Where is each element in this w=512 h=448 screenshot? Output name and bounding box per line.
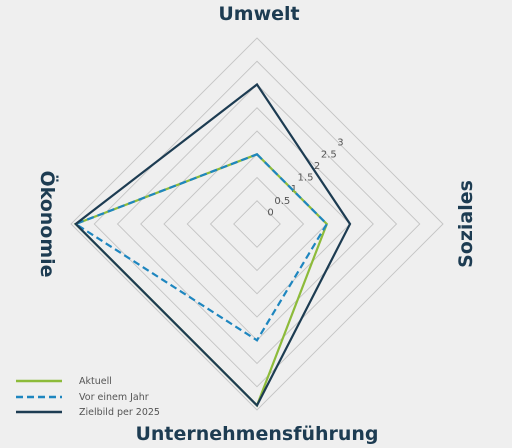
- legend: Aktuell Vor einem Jahr Zielbild per 2025: [16, 376, 160, 418]
- axis-title-unternehmensfuehrung: Unternehmensführung: [135, 423, 378, 445]
- legend-item-zielbild: Zielbild per 2025: [16, 407, 160, 418]
- radial-tick-label: 0.5: [274, 196, 290, 207]
- grid-ring: [209, 176, 305, 272]
- series-lines: [73, 82, 352, 408]
- legend-label-vor-einem-jahr: Vor einem Jahr: [79, 392, 149, 403]
- series-line-1: [73, 153, 329, 342]
- legend-label-aktuell: Aktuell: [79, 376, 112, 387]
- grid-ring: [233, 200, 281, 248]
- grid-ring: [163, 130, 351, 318]
- legend-label-zielbild: Zielbild per 2025: [79, 407, 160, 418]
- axis-title-soziales: Soziales: [455, 180, 477, 268]
- grid-ring: [93, 60, 421, 388]
- radial-tick-label: 2: [314, 161, 320, 172]
- radial-tick-label: 0: [267, 207, 273, 218]
- grid-ring: [70, 37, 444, 411]
- radar-grid: [70, 37, 444, 411]
- series-line-0: [73, 153, 329, 408]
- axis-title-oekonomie: Ökonomie: [36, 170, 60, 277]
- grid-ring: [116, 83, 398, 365]
- radial-tick-label: 3: [337, 138, 343, 149]
- radial-tick-label: 2.5: [321, 149, 337, 160]
- series-line-2: [74, 82, 352, 408]
- radial-tick-label: 1.5: [298, 173, 314, 184]
- legend-item-vor-einem-jahr: Vor einem Jahr: [16, 392, 149, 403]
- axis-title-umwelt: Umwelt: [218, 3, 299, 25]
- legend-item-aktuell: Aktuell: [16, 376, 112, 387]
